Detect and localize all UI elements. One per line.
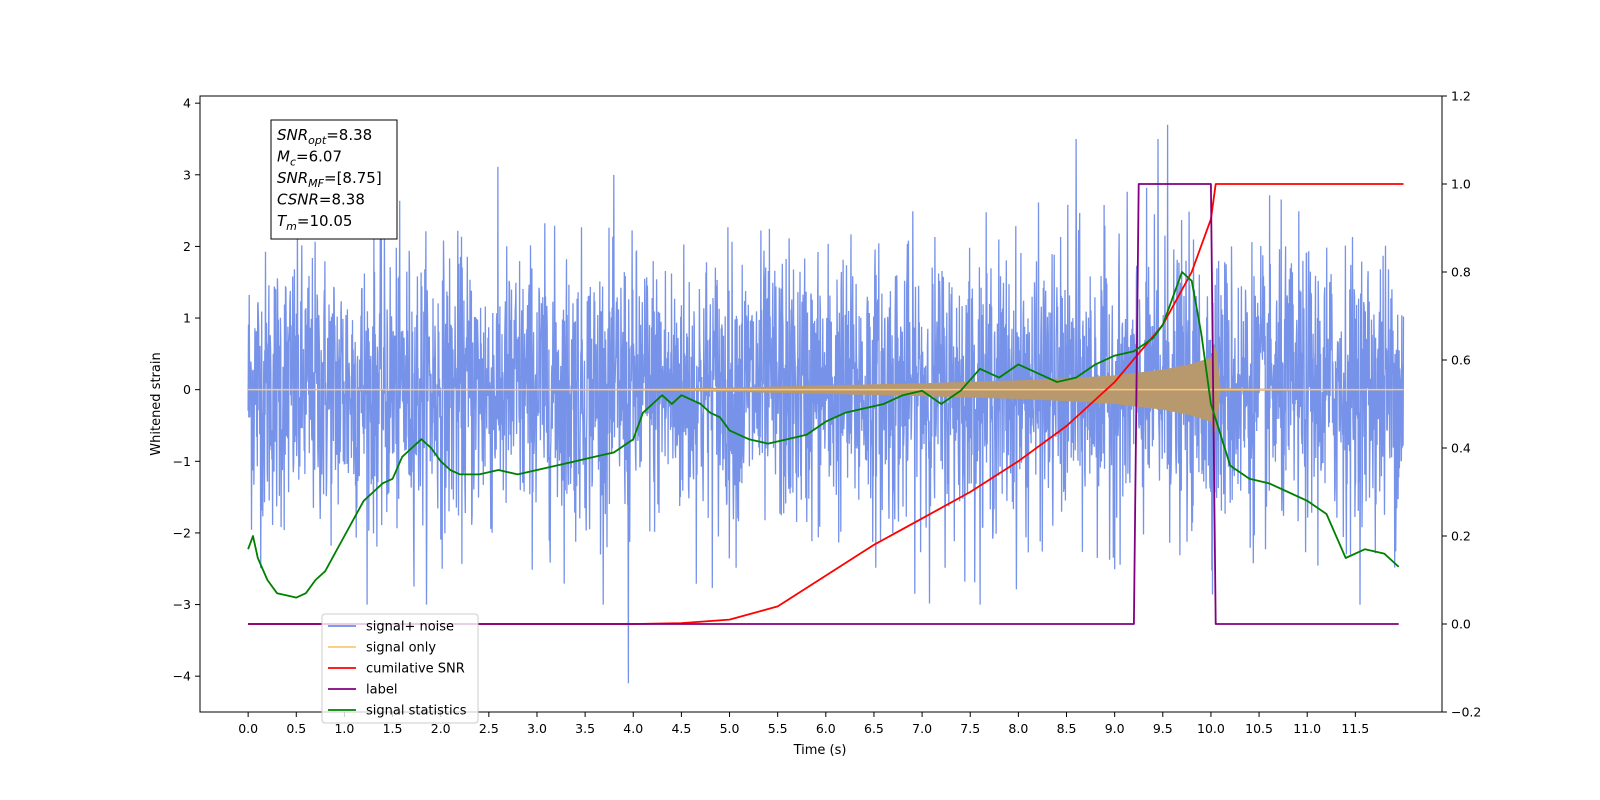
x-tick-label: 6.0 (816, 721, 836, 736)
y-axis-label: Whitened strain (149, 352, 164, 455)
y-axis-left: 4 3 2 1 0 −1 −2 −3 −4 (173, 96, 200, 684)
y-tick-label: −2 (173, 525, 191, 540)
parameter-line: CSNR=8.38 (277, 191, 365, 209)
parameter-subscript: MF (308, 177, 324, 190)
plot-frame (199, 95, 1443, 713)
x-tick-label: 3.0 (527, 721, 547, 736)
series-signal-statistics-line (247, 271, 1400, 599)
parameter-value: =[8.75] (324, 169, 382, 187)
x-tick-label: 0.5 (286, 721, 306, 736)
legend-label: signal statistics (366, 704, 467, 719)
x-tick-label: 8.0 (1008, 721, 1028, 736)
parameter-line: SNRopt=8.38 (277, 126, 372, 147)
x-tick-label: 4.5 (671, 721, 691, 736)
x-tick-label: 10.5 (1245, 721, 1273, 736)
legend-label: signal+ noise (366, 620, 454, 635)
parameter-line: SNRMF=[8.75] (277, 169, 382, 190)
parameter-symbol: SNR (277, 126, 308, 144)
parameter-value: =10.05 (297, 212, 353, 230)
y2-tick-label: −0.2 (1451, 705, 1481, 720)
parameter-symbol: T (277, 212, 288, 230)
y2-tick-label: 0.2 (1451, 529, 1471, 544)
y-tick-label: 0 (183, 382, 191, 397)
y-tick-label: 3 (183, 167, 191, 182)
parameter-line: Tm=10.05 (277, 212, 352, 233)
legend-label: cumilative SNR (366, 662, 465, 677)
y2-tick-label: 0.4 (1451, 441, 1471, 456)
parameter-symbol: SNR (277, 169, 308, 187)
parameter-subscript: opt (308, 134, 327, 147)
x-tick-label: 11.5 (1341, 721, 1369, 736)
parameter-subscript: c (290, 156, 296, 169)
legend-frame (321, 613, 479, 724)
y2-tick-label: 1.2 (1451, 89, 1471, 104)
parameter-symbol: M (277, 148, 290, 166)
y-tick-label: −3 (173, 597, 191, 612)
x-axis-label: Time (s) (793, 743, 847, 758)
y2-tick-label: 1.0 (1451, 177, 1471, 192)
x-tick-label: 0.0 (238, 721, 258, 736)
x-tick-label: 1.5 (383, 721, 403, 736)
x-tick-label: 5.5 (768, 721, 788, 736)
x-tick-label: 7.0 (912, 721, 932, 736)
x-tick-label: 2.0 (431, 721, 451, 736)
x-tick-label: 5.0 (720, 721, 740, 736)
legend-label: signal only (366, 641, 436, 656)
y2-tick-label: 0.6 (1451, 353, 1471, 368)
x-tick-label: 3.5 (575, 721, 595, 736)
series-cumilative-snr-line (248, 183, 1404, 625)
legend: signal+ noise signal only cumilative SNR la… (321, 613, 479, 724)
x-tick-label: 11.0 (1293, 721, 1321, 736)
y-axis-right: 1.2 1.0 0.8 0.6 0.4 0.2 0.0 −0.2 (1442, 89, 1481, 720)
x-tick-label: 8.5 (1057, 721, 1077, 736)
series-signal-noise-line (247, 124, 1405, 684)
series-layer (247, 124, 1405, 684)
y-tick-label: −4 (173, 669, 191, 684)
y2-tick-label: 0.8 (1451, 265, 1471, 280)
parameters-box: SNRopt=8.38Mc=6.07SNRMF=[8.75]CSNR=8.38T… (270, 119, 398, 240)
parameter-symbol: CSNR (277, 191, 319, 209)
y-tick-label: 4 (183, 96, 191, 111)
y2-tick-label: 0.0 (1451, 617, 1471, 632)
x-tick-label: 10.0 (1197, 721, 1225, 736)
x-tick-label: 4.0 (623, 721, 643, 736)
parameter-value: =8.38 (319, 191, 365, 209)
y-tick-label: 2 (183, 239, 191, 254)
x-tick-label: 2.5 (479, 721, 499, 736)
x-axis: 0.0 0.5 1.0 1.5 2.0 2.5 3.0 3.5 4.0 4.5 5.0 5.5 6.0 6… (238, 712, 1369, 736)
y-tick-label: 1 (183, 311, 191, 326)
x-tick-label: 7.5 (960, 721, 980, 736)
parameter-value: =6.07 (296, 148, 342, 166)
legend-label: label (366, 683, 397, 698)
parameter-line: Mc=6.07 (277, 148, 342, 169)
x-tick-label: 6.5 (864, 721, 884, 736)
parameter-subscript: m (286, 220, 297, 233)
series-label-line (248, 183, 1399, 625)
x-tick-label: 9.0 (1105, 721, 1125, 736)
x-tick-label: 9.5 (1153, 721, 1173, 736)
parameters-box-frame (270, 119, 398, 240)
x-tick-label: 1.0 (334, 721, 354, 736)
y-tick-label: −1 (173, 454, 191, 469)
parameter-value: =8.38 (326, 126, 372, 144)
